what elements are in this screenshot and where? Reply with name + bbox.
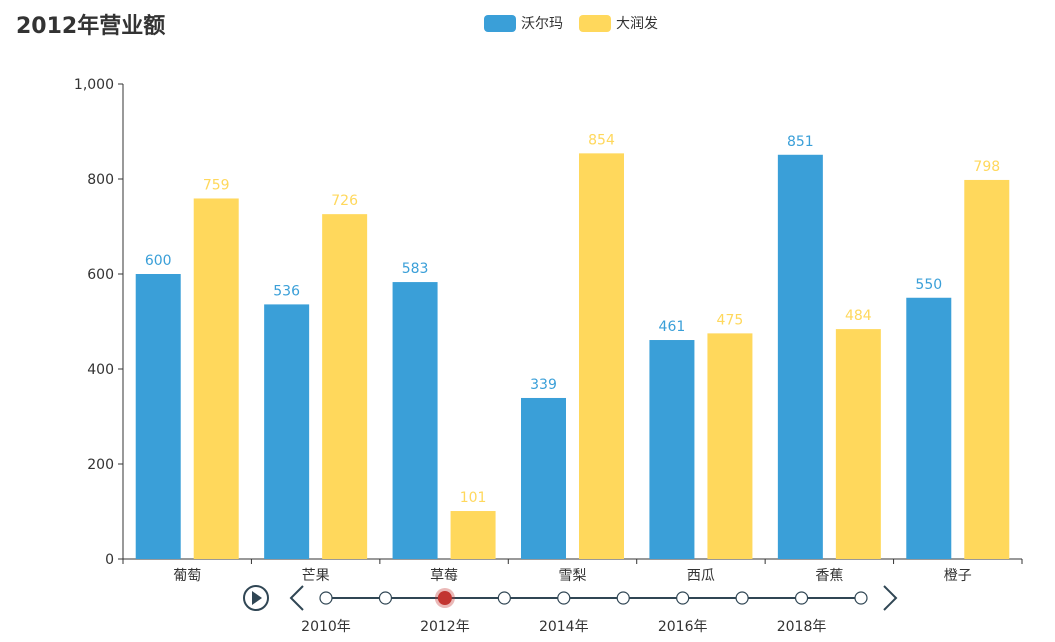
x-tick-label: 橙子: [944, 568, 972, 584]
data-label-1-1: 726: [331, 193, 358, 209]
timeline-point[interactable]: [676, 591, 690, 605]
bar-1-4[interactable]: [707, 333, 753, 559]
legend-swatch-0[interactable]: [484, 15, 516, 32]
chart-title: 2012年营业额: [16, 13, 165, 39]
legend-label-0[interactable]: 沃尔玛: [521, 16, 563, 32]
x-tick-label: 芒果: [302, 568, 330, 584]
bar-0-6[interactable]: [906, 297, 952, 559]
timeline[interactable]: 2010年 2012年 2014年 2016年 2018年: [243, 585, 898, 635]
timeline-point[interactable]: [854, 591, 868, 605]
next-arrow-icon[interactable]: [883, 585, 898, 611]
bar-1-3[interactable]: [579, 153, 624, 559]
data-label-1-4: 475: [717, 312, 744, 328]
bar-0-1[interactable]: [264, 304, 310, 559]
timeline-label[interactable]: 2010年: [301, 619, 351, 635]
timeline-label[interactable]: 2018年: [777, 619, 827, 635]
y-tick-label: 200: [87, 457, 114, 473]
y-tick-label: 0: [105, 552, 114, 568]
data-label-0-5: 851: [787, 134, 814, 150]
data-label-1-0: 759: [203, 177, 230, 193]
x-tick-label: 香蕉: [815, 568, 843, 584]
y-tick-label: 400: [87, 362, 114, 378]
y-tick-label: 600: [87, 267, 114, 283]
bar-0-3[interactable]: [521, 397, 566, 559]
timeline-current-point[interactable]: [437, 591, 452, 605]
timeline-label[interactable]: 2014年: [539, 619, 589, 635]
x-tick-label: 草莓: [430, 568, 458, 584]
data-label-1-3: 854: [588, 132, 615, 148]
data-labels: 600 536 583 339 461 851 550 759 726 101 854 475 484 7…: [145, 132, 1000, 506]
legend-swatch-1[interactable]: [579, 15, 611, 32]
data-label-1-6: 798: [973, 159, 1000, 175]
timeline-point[interactable]: [616, 591, 630, 605]
legend: 沃尔玛 大润发: [484, 15, 658, 32]
timeline-point[interactable]: [794, 591, 809, 605]
bar-1-6[interactable]: [964, 179, 1010, 559]
play-button[interactable]: [243, 585, 269, 611]
bar-1-2[interactable]: [450, 511, 496, 559]
timeline-point[interactable]: [557, 591, 571, 605]
timeline-point[interactable]: [319, 591, 333, 605]
timeline-label[interactable]: 2012年: [420, 619, 470, 635]
data-label-0-0: 600: [145, 253, 172, 269]
prev-arrow-icon[interactable]: [289, 585, 304, 611]
x-tick-label: 葡萄: [173, 568, 201, 584]
timeline-point[interactable]: [735, 591, 749, 605]
bar-1-5[interactable]: [835, 329, 881, 559]
data-label-0-3: 339: [530, 377, 557, 393]
y-tick-label: 800: [87, 172, 114, 188]
bar-1-1[interactable]: [322, 214, 368, 559]
bar-series: [135, 153, 1010, 559]
bar-1-0[interactable]: [193, 198, 239, 559]
bar-0-2[interactable]: [392, 282, 438, 559]
legend-label-1[interactable]: 大润发: [616, 16, 658, 32]
bar-0-4[interactable]: [649, 340, 695, 559]
x-tick-label: 雪梨: [559, 568, 587, 584]
bar-0-0[interactable]: [135, 274, 181, 559]
data-label-1-5: 484: [845, 308, 872, 324]
data-label-1-2: 101: [460, 490, 487, 506]
y-tick-label: 1,000: [74, 77, 114, 93]
data-label-0-2: 583: [402, 261, 429, 277]
timeline-point[interactable]: [378, 591, 393, 605]
timeline-label[interactable]: 2016年: [658, 619, 708, 635]
y-axis: 0 200 400 600 800 1,000: [74, 77, 124, 568]
timeline-point[interactable]: [497, 591, 511, 605]
data-label-0-6: 550: [915, 277, 942, 293]
x-tick-label: 西瓜: [687, 568, 715, 584]
data-label-0-4: 461: [659, 319, 686, 335]
play-icon: [252, 591, 262, 605]
data-label-0-1: 536: [273, 283, 300, 299]
x-axis: 葡萄 芒果 草莓 雪梨 西瓜 香蕉 橙子: [122, 558, 1023, 584]
bar-0-5[interactable]: [777, 154, 823, 559]
